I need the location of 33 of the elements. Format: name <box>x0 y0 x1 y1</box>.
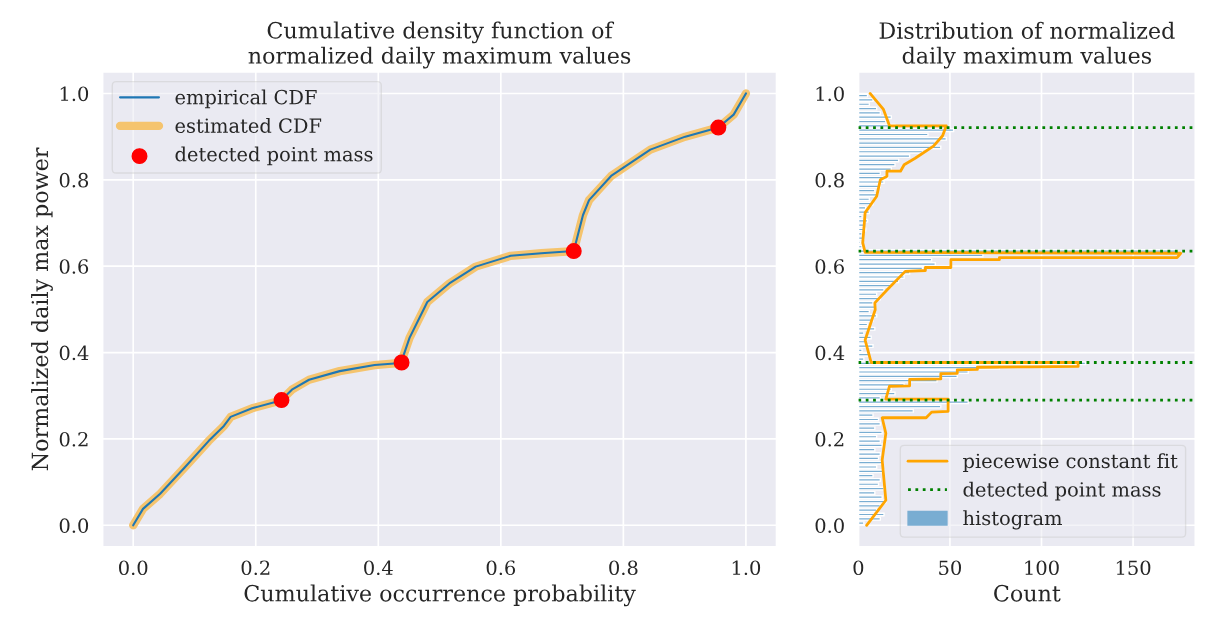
x-tick-label: 100 <box>1025 560 1059 576</box>
legend-label: estimated CDF <box>175 117 322 133</box>
y-tick-label: 0.0 <box>59 518 89 533</box>
y-tick-label: 0.0 <box>815 518 844 533</box>
x-tick-label: 1.0 <box>732 560 761 576</box>
x-axis-title: Count <box>994 584 1061 602</box>
legend-label: histogram <box>963 510 1062 530</box>
y-tick-label: 0.6 <box>59 259 89 274</box>
x-tick-label: 0.6 <box>486 560 516 576</box>
y-tick-label: 0.4 <box>815 345 845 361</box>
y-tick-label: 0.2 <box>59 431 88 447</box>
legend-label: detected point mass <box>963 481 1161 501</box>
legend-label: empirical CDF <box>175 89 317 109</box>
chart-title: Distribution of normalized daily maximum values <box>879 21 1175 69</box>
x-tick-label: 0.4 <box>364 560 393 576</box>
x-tick-label: 50 <box>939 560 962 576</box>
x-axis-title: Cumulative occurrence probability <box>244 584 636 607</box>
x-tick-label: 0.8 <box>609 560 638 576</box>
x-tick-label: 0.2 <box>241 560 270 576</box>
y-tick-label: 0.8 <box>815 172 844 188</box>
legend-label: detected point mass <box>175 146 373 166</box>
chart-title: Cumulative density function of normalized daily maximum values <box>248 21 631 69</box>
y-tick-label: 1.0 <box>60 86 89 102</box>
y-tick-label: 1.0 <box>816 86 844 102</box>
x-tick-label: 0 <box>853 560 864 576</box>
y-tick-label: 0.4 <box>59 345 89 361</box>
legend-label: piecewise constant fit <box>963 453 1178 473</box>
y-axis-title: Normalized daily max power <box>31 147 53 471</box>
y-tick-label: 0.6 <box>815 259 844 274</box>
x-tick-label: 150 <box>1116 560 1151 576</box>
y-tick-label: 0.2 <box>815 431 844 447</box>
x-tick-label: 0.0 <box>119 560 148 576</box>
y-tick-label: 0.8 <box>59 172 89 188</box>
